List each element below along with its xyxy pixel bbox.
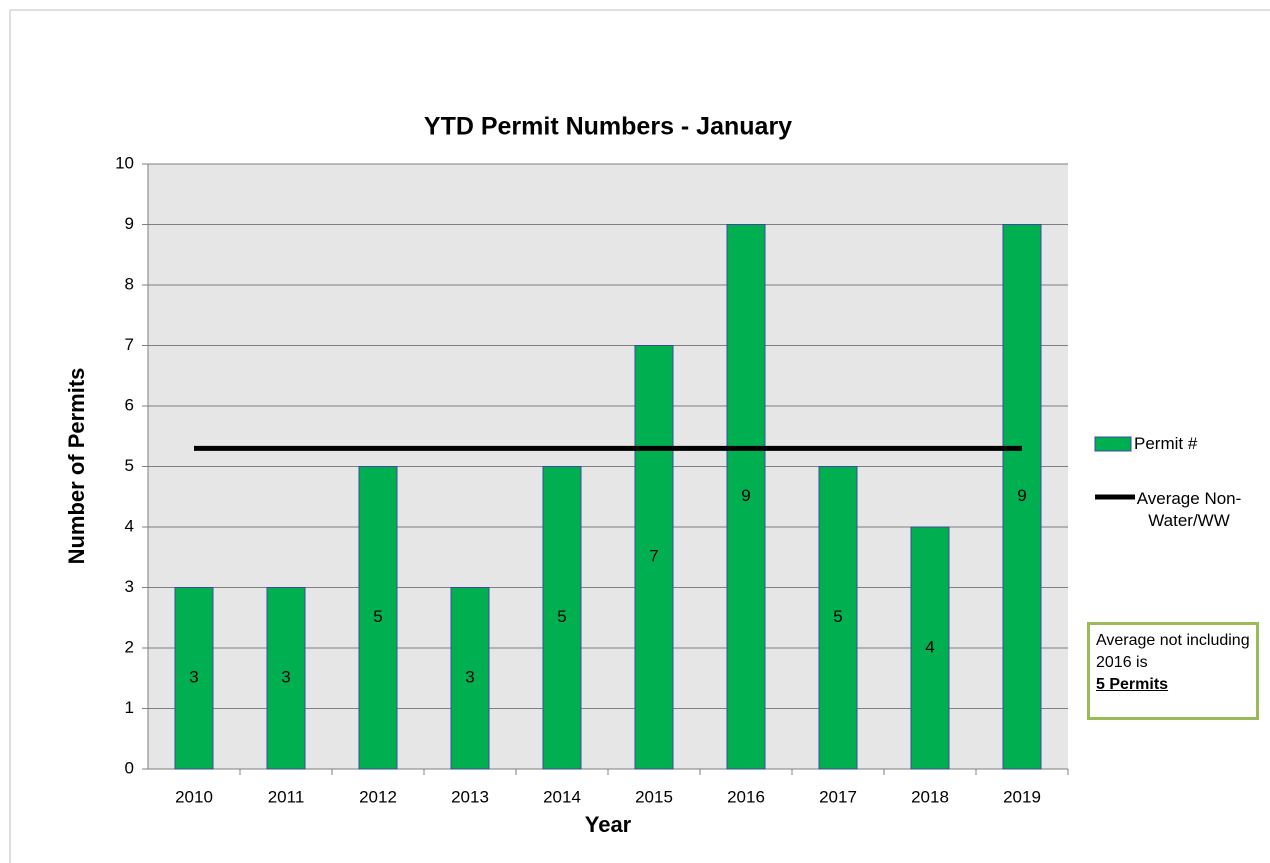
data-label: 5 bbox=[373, 607, 382, 626]
annotation-box: Average not including 2016 is 5 Permits bbox=[1087, 622, 1259, 720]
data-label: 9 bbox=[741, 486, 750, 505]
x-tick-label: 2015 bbox=[635, 787, 673, 806]
data-label: 3 bbox=[281, 668, 290, 687]
x-tick-label: 2017 bbox=[819, 787, 857, 806]
y-tick-label: 1 bbox=[125, 698, 134, 717]
bar bbox=[358, 466, 398, 770]
data-label: 7 bbox=[649, 547, 658, 566]
y-tick-label: 7 bbox=[125, 335, 134, 354]
data-label: 3 bbox=[189, 668, 198, 687]
legend-label: Average Non-Water/WW bbox=[1136, 489, 1242, 530]
x-tick-label: 2019 bbox=[1003, 787, 1041, 806]
bar bbox=[542, 466, 582, 770]
y-tick-label: 10 bbox=[115, 153, 134, 172]
data-label: 3 bbox=[465, 668, 474, 687]
bar bbox=[1002, 224, 1042, 770]
legend-swatch bbox=[1094, 436, 1132, 452]
bar bbox=[266, 587, 306, 770]
x-axis-title: Year bbox=[585, 812, 632, 837]
bar bbox=[174, 587, 214, 770]
annotation-text: Average not including 2016 is bbox=[1096, 632, 1250, 671]
bar bbox=[726, 224, 766, 770]
annotation-emphasis: 5 Permits bbox=[1096, 676, 1169, 693]
legend-label: Permit # bbox=[1134, 434, 1198, 453]
x-tick-label: 2013 bbox=[451, 787, 489, 806]
x-tick-label: 2016 bbox=[727, 787, 765, 806]
y-tick-label: 4 bbox=[125, 516, 134, 535]
bar bbox=[818, 466, 858, 770]
data-label: 4 bbox=[925, 637, 934, 656]
x-tick-label: 2018 bbox=[911, 787, 949, 806]
y-axis-title: Number of Permits bbox=[64, 368, 89, 565]
y-tick-label: 9 bbox=[125, 214, 134, 233]
x-tick-label: 2014 bbox=[543, 787, 581, 806]
y-tick-label: 0 bbox=[125, 758, 134, 777]
y-tick-label: 6 bbox=[125, 395, 134, 414]
y-tick-label: 5 bbox=[125, 456, 134, 475]
x-tick-label: 2012 bbox=[359, 787, 397, 806]
x-tick-label: 2011 bbox=[268, 787, 305, 806]
y-tick-label: 8 bbox=[125, 274, 134, 293]
y-tick-label: 2 bbox=[125, 637, 134, 656]
chart-title: YTD Permit Numbers - January bbox=[424, 113, 792, 141]
data-label: 5 bbox=[833, 607, 842, 626]
y-tick-label: 3 bbox=[125, 577, 134, 596]
bar bbox=[910, 526, 950, 770]
x-tick-label: 2010 bbox=[175, 787, 213, 806]
bar bbox=[450, 587, 490, 770]
bar bbox=[634, 345, 674, 770]
data-label: 5 bbox=[557, 607, 566, 626]
data-label: 9 bbox=[1017, 486, 1026, 505]
